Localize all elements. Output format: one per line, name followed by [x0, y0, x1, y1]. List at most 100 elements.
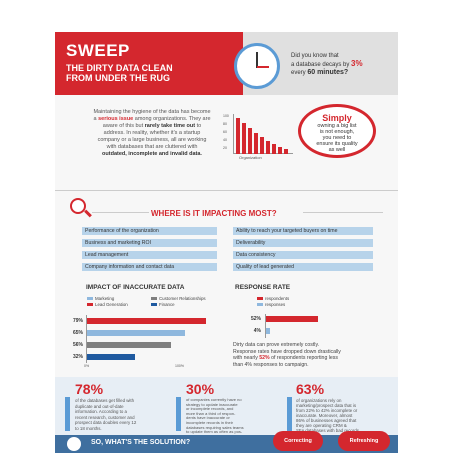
- bar: [87, 318, 206, 324]
- legend-label: Marketing: [95, 296, 115, 301]
- response-legend-item: responses: [257, 302, 285, 307]
- legend-swatch: [257, 303, 263, 307]
- decay-text-b: a database decays by: [291, 62, 350, 68]
- intro-line: company or a large business, all are wor…: [97, 137, 207, 143]
- legend-swatch: [87, 303, 93, 307]
- simply-title: Simply: [322, 113, 352, 123]
- simply-line: you need to: [322, 135, 352, 141]
- note-highlight: 52%: [259, 355, 270, 361]
- mini-bar: [272, 144, 276, 154]
- impact-area-tag: Business and marketing ROI: [82, 239, 217, 247]
- bar: [87, 354, 135, 360]
- section-divider: [55, 190, 398, 191]
- intro-highlight: outdated, incomplete and invalid data.: [102, 151, 202, 157]
- stat-line: databases requiring sales teams: [186, 424, 244, 430]
- impact-area-tag: Company information and contact data: [82, 263, 217, 271]
- impact-axis-min: 0%: [84, 364, 90, 368]
- simply-line: owning a big list: [317, 123, 357, 129]
- stat-line: inaccurate. Moreover, almost: [296, 413, 353, 418]
- impact-title: IMPACT OF INACCURATE DATA: [86, 284, 185, 291]
- impact-area-tag: Performance of the organization: [82, 227, 217, 235]
- bar-value-label: 52%: [250, 315, 261, 322]
- stat-line: they are operating CRM &: [296, 423, 347, 428]
- where-title: WHERE IS IT IMPACTING MOST?: [151, 209, 277, 218]
- decay-percent: 3%: [351, 59, 363, 68]
- legend-swatch: [151, 297, 157, 301]
- decay-period: 60 minutes?: [307, 69, 349, 76]
- clock-icon: [234, 43, 280, 89]
- clock-hour-hand: [256, 52, 258, 68]
- stat-block: 63% of organizations rely on marketing/p…: [296, 381, 398, 433]
- bar-value-label: 4%: [253, 327, 261, 334]
- stat-accent: [287, 397, 292, 431]
- impact-axis-max: 100%: [175, 364, 184, 368]
- bar-value-label: 32%: [72, 353, 83, 360]
- bar: [87, 342, 171, 348]
- impact-area-tag: Deliverability: [233, 239, 373, 247]
- intro-highlight: serious issue: [98, 116, 134, 122]
- intro-line: to: [196, 123, 202, 129]
- mini-bar: [242, 123, 246, 154]
- intro-line: address. In reality, whether it's a star…: [103, 130, 201, 136]
- magnifier-icon: [70, 198, 86, 214]
- bar: [266, 328, 270, 334]
- stat-line: information. According to a: [75, 409, 127, 414]
- note-line: Dirty data can prove extremely costly.: [233, 342, 320, 348]
- legend-label: responses: [265, 302, 286, 307]
- title-rule: [303, 212, 383, 213]
- stat-value: 30%: [186, 381, 215, 397]
- mini-bar: [266, 141, 270, 154]
- simply-bubble: Simply owning a big list is not enough, …: [298, 104, 376, 158]
- stat-line: more than a third of respon-: [186, 410, 236, 416]
- stat-accent: [65, 397, 70, 431]
- broom-icon: [67, 437, 81, 451]
- title-rule: [92, 212, 149, 213]
- mini-bar: [236, 118, 240, 154]
- legend-swatch: [151, 303, 157, 307]
- stat-line: prospect data doubles every 12: [75, 420, 137, 425]
- mini-bar: [284, 149, 288, 154]
- impact-legend-item: Customer Relationships: [151, 296, 206, 301]
- intro-line: with databases that are cluttered with: [106, 144, 198, 150]
- impact-area-tag: Ability to reach your targeted buyers on…: [233, 227, 373, 235]
- impact-legend-item: Lead Generation: [87, 302, 128, 307]
- legend-label: Customer Relationships: [159, 296, 206, 301]
- stat-line: strategy to update inaccurate: [186, 401, 238, 407]
- stat-line: of organizations rely on: [296, 398, 342, 403]
- stat-line: from 22% to 42% incomplete or: [296, 408, 358, 413]
- impact-legend-item: Finance: [151, 302, 175, 307]
- refreshing-badge: Refreshing: [338, 431, 390, 451]
- mini-chart-tick: 60: [223, 130, 227, 134]
- simply-line: ensure its quality: [316, 141, 358, 147]
- stat-line: of the databases get filled with: [75, 398, 135, 403]
- response-axis: [265, 314, 266, 338]
- impact-legend-item: Marketing: [87, 296, 114, 301]
- simply-line: as well: [328, 147, 346, 153]
- header-subtitle-line2: FROM UNDER THE RUG: [66, 73, 170, 83]
- stat-line: to 18 months.: [75, 425, 102, 431]
- impact-area-tag: Quality of lead generated: [233, 263, 373, 271]
- intro-line: Maintaining the hygiene of the data has …: [93, 109, 211, 115]
- legend-swatch: [257, 297, 263, 301]
- bar-value-label: 56%: [72, 341, 83, 348]
- header-subtitle-line1: THE DIRTY DATA CLEAN: [66, 63, 173, 73]
- legend-label: Finance: [159, 302, 175, 307]
- decay-question: Did you know that a database decays by 3…: [291, 52, 391, 77]
- mini-chart-xlabel: Organization: [239, 155, 262, 160]
- stat-line: of companies currently have no: [186, 397, 242, 402]
- mini-chart-tick: 80: [223, 122, 227, 126]
- stat-line: recent research, customer and: [75, 414, 135, 420]
- stats-band: 78% of the databases get filled with dup…: [55, 377, 398, 439]
- intro-highlight: rarely take time out: [144, 123, 196, 129]
- intro-line: aware of this but: [102, 123, 144, 129]
- note-line: than 4% responses to campaign.: [233, 361, 309, 368]
- intro-paragraph: Maintaining the hygiene of the data has …: [72, 109, 232, 158]
- mini-bar: [254, 133, 258, 154]
- bar: [87, 330, 185, 336]
- mini-chart-tick: 20: [223, 146, 227, 150]
- stat-line: marketing/prospect data that is: [296, 403, 357, 408]
- bar-value-label: 65%: [72, 329, 83, 336]
- stat-value: 78%: [75, 381, 104, 397]
- header-title-block: SWEEP THE DIRTY DATA CLEAN FROM UNDER TH…: [55, 32, 243, 95]
